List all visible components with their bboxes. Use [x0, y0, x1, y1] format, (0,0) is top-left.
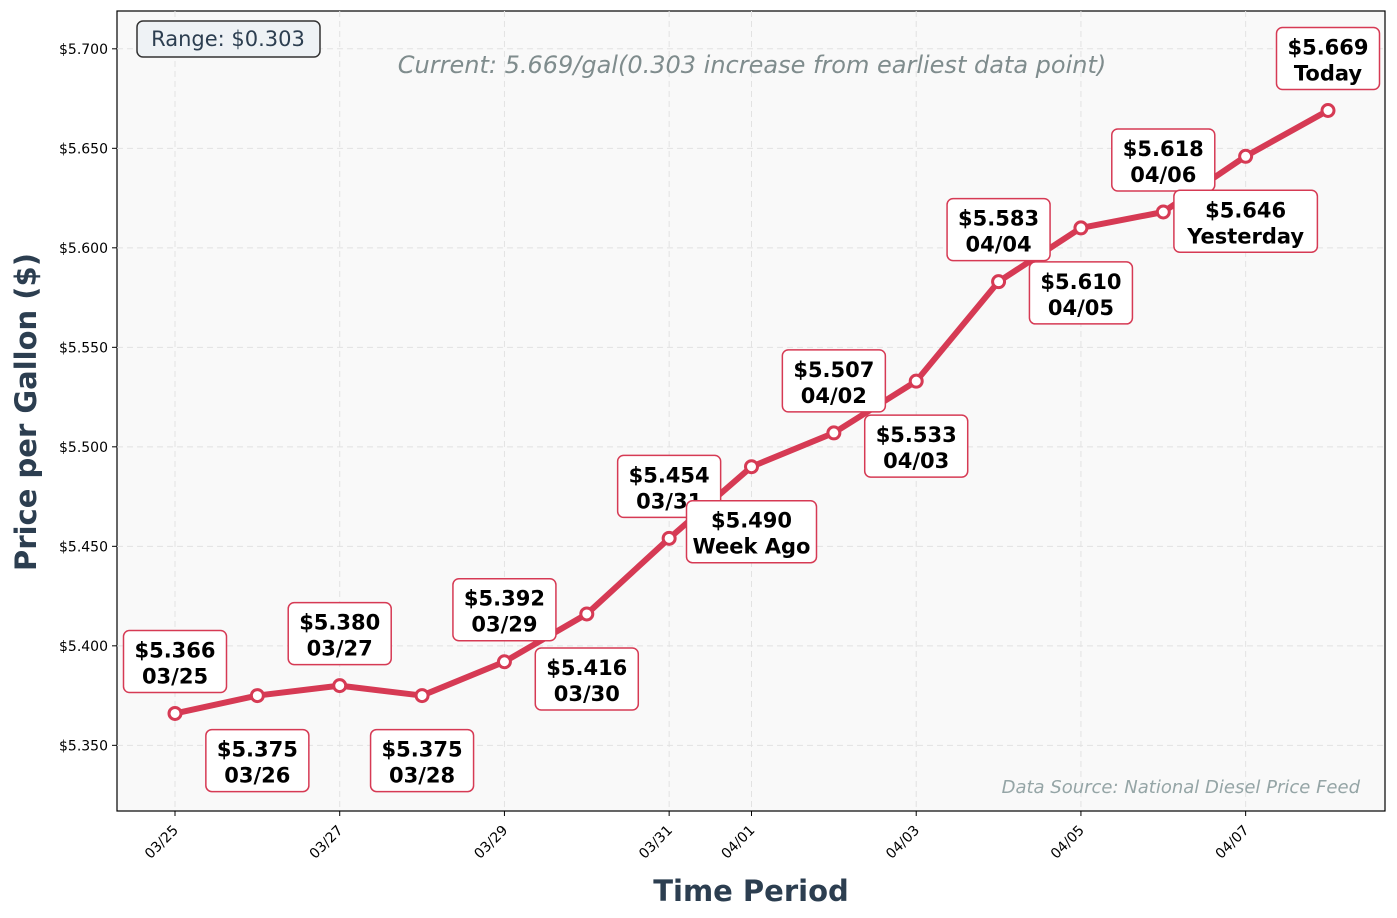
data-label-box: [863, 414, 969, 478]
y-tick-label: $5.500: [59, 440, 108, 456]
data-label-price: $5.366: [134, 638, 215, 662]
range-annotation: Range: $0.303: [151, 27, 305, 51]
data-point: [908, 373, 924, 389]
data-label-date: 03/28: [389, 764, 455, 788]
source-annotation: Data Source: National Diesel Price Feed: [1002, 777, 1361, 798]
data-point: [414, 688, 430, 704]
data-label-price: $5.454: [629, 463, 710, 487]
x-tick-label: 04/03: [883, 823, 923, 863]
y-tick-label: $5.550: [59, 340, 108, 356]
data-point: [1155, 204, 1171, 220]
data-label-date: 03/29: [471, 613, 537, 637]
data-label-date: 04/04: [966, 233, 1032, 257]
x-axis-label: Time Period: [653, 874, 849, 908]
x-tick-label: 04/07: [1213, 823, 1253, 863]
y-axis-label: Price per Gallon ($): [9, 253, 43, 571]
data-label-date: 04/03: [883, 449, 949, 473]
data-label-date: 04/05: [1048, 296, 1114, 320]
data-label-price: $5.669: [1287, 36, 1368, 60]
y-tick-label: $5.700: [59, 42, 108, 58]
data-point: [991, 274, 1007, 290]
data-label-price: $5.646: [1205, 198, 1286, 222]
data-label-box: [1111, 128, 1216, 192]
data-label-box: [452, 577, 557, 642]
data-point: [1073, 220, 1089, 236]
data-label-date: 03/25: [142, 664, 208, 688]
data-label-box: [287, 601, 392, 666]
y-tick-label: $5.600: [59, 241, 108, 257]
y-tick-label: $5.400: [59, 639, 108, 655]
data-point: [167, 705, 183, 721]
data-label-price: $5.533: [876, 423, 957, 447]
x-tick-label: 03/27: [307, 823, 347, 863]
data-label-date: 04/06: [1130, 163, 1196, 187]
data-label-box: [1275, 26, 1381, 91]
x-tick-label: 03/25: [142, 823, 182, 863]
y-tick-label: $5.450: [59, 539, 108, 555]
data-label-box: [534, 647, 640, 711]
data-label-box: [369, 728, 475, 793]
data-label-date: 04/02: [801, 384, 867, 408]
current-annotation: Current: 5.669/gal(0.303 increase from e…: [398, 51, 1106, 79]
x-tick-label: 04/01: [718, 823, 758, 863]
data-label-date: Today: [1294, 62, 1363, 86]
data-label-price: $5.610: [1040, 270, 1121, 294]
data-point: [249, 688, 265, 704]
data-label-box: [946, 197, 1051, 262]
data-point: [826, 425, 842, 441]
data-label-date: 03/26: [224, 764, 290, 788]
data-point: [332, 678, 348, 694]
data-point: [744, 459, 759, 475]
data-label-price: $5.507: [793, 358, 874, 382]
x-tick-label: 03/31: [636, 823, 676, 863]
data-point: [1238, 148, 1254, 164]
data-label-box: [205, 728, 310, 793]
x-tick-label: 03/29: [471, 823, 511, 863]
data-label-box: [781, 349, 887, 413]
data-point: [579, 606, 595, 622]
data-label-date: Yesterday: [1186, 224, 1304, 248]
data-label-box: [122, 629, 228, 694]
data-label-date: Week Ago: [693, 535, 811, 559]
data-point: [1320, 103, 1336, 119]
data-point: [661, 530, 677, 546]
data-label-price: $5.416: [546, 656, 627, 680]
data-label-box: [1028, 261, 1134, 325]
data-label-price: $5.618: [1123, 137, 1204, 161]
data-label-box: [1173, 189, 1319, 254]
data-label-price: $5.583: [958, 207, 1039, 231]
range-box: [136, 20, 321, 58]
data-label-date: 03/27: [307, 637, 373, 661]
data-label-price: $5.380: [299, 611, 380, 635]
data-label-price: $5.490: [711, 509, 792, 533]
y-tick-label: $5.350: [59, 738, 108, 754]
data-label-price: $5.392: [464, 587, 545, 611]
data-point: [496, 654, 512, 670]
data-label-box: [685, 499, 818, 564]
data-label-price: $5.375: [217, 738, 298, 762]
data-label-date: 03/30: [554, 682, 620, 706]
y-tick-label: $5.650: [59, 141, 108, 157]
data-label-price: $5.375: [382, 738, 463, 762]
data-label-date: 03/31: [636, 489, 702, 513]
x-tick-label: 04/05: [1048, 823, 1088, 863]
